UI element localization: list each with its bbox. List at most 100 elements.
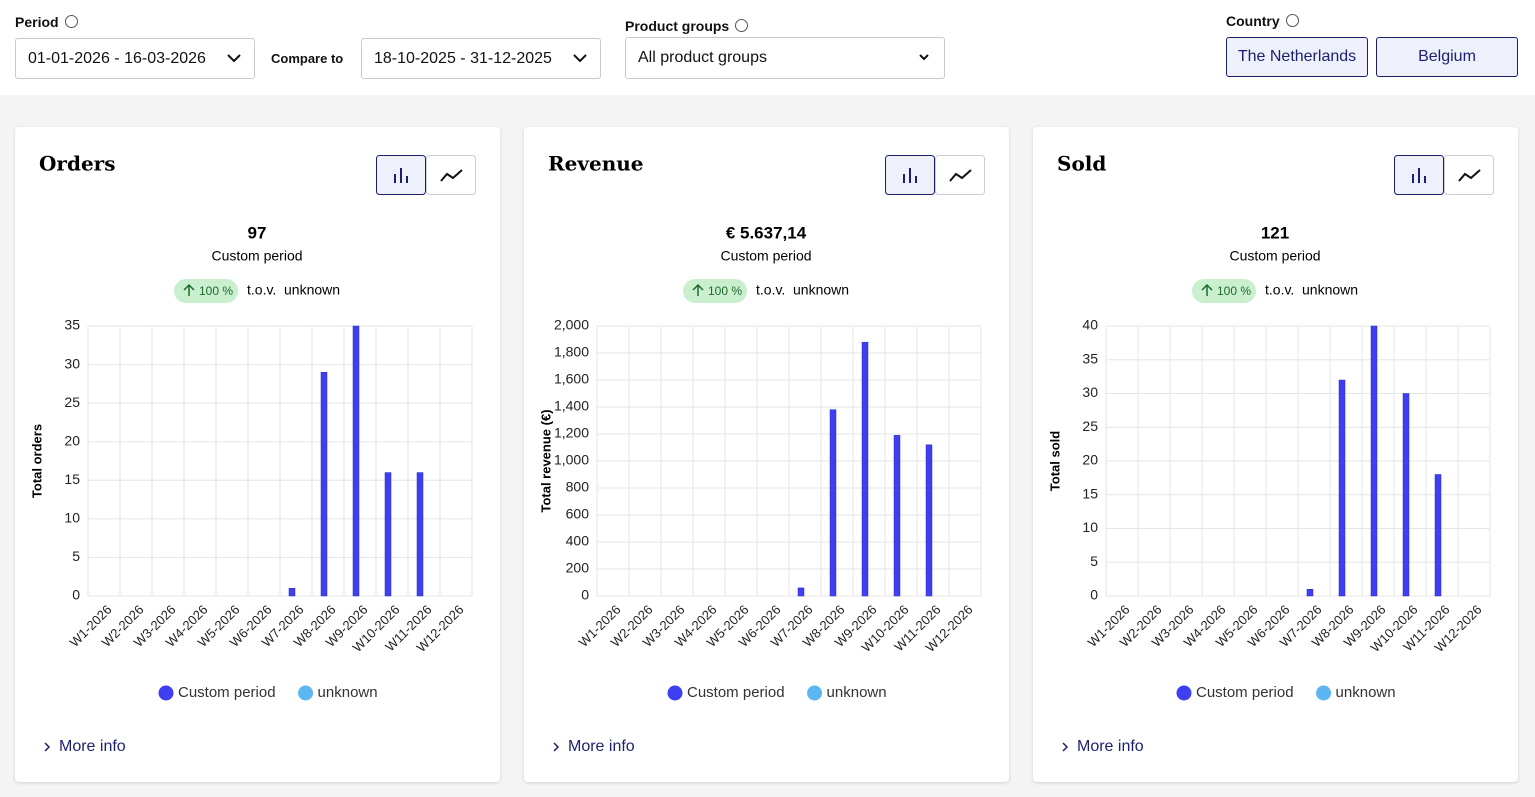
y-tick-label: 0: [1090, 587, 1098, 603]
card: Revenue € 5.637,14 Custom period 100 % t.o.v…: [524, 127, 1009, 782]
bar: [1370, 325, 1378, 597]
more-info-text: More info: [59, 738, 126, 755]
y-axis-title: Total sold: [1047, 431, 1062, 491]
y-tick-label: 600: [566, 506, 590, 522]
tov-text: t.o.v.: [756, 282, 785, 298]
y-tick-label: 1,800: [554, 344, 589, 360]
change-value: 100 %: [1217, 284, 1251, 298]
bar-toggle[interactable]: [376, 155, 426, 195]
compare-dropdown[interactable]: 18-10-2025 - 31-12-2025: [361, 38, 601, 79]
compare-value: 18-10-2025 - 31-12-2025: [374, 50, 552, 67]
bar: [1306, 589, 1314, 597]
y-tick-label: 35: [1082, 350, 1098, 366]
up-arrow: [692, 283, 704, 296]
y-tick-label: 0: [72, 587, 80, 603]
line-toggle[interactable]: [1444, 155, 1494, 195]
toggle-box: [1444, 155, 1494, 195]
filter-bar: Period 01-01-2026 - 16-03-2026 Compare t…: [0, 0, 1535, 95]
y-tick-label: 30: [64, 355, 80, 371]
bar: [893, 435, 901, 597]
period-dropdown[interactable]: 01-01-2026 - 16-03-2026: [15, 38, 255, 79]
bar: [416, 472, 424, 597]
product-groups-label: Product groups: [625, 18, 749, 34]
compare-label: Compare to: [271, 51, 344, 66]
card-canvas: Revenue € 5.637,14 Custom period 100 % t.o.v…: [538, 152, 985, 755]
bar: [288, 588, 296, 597]
period-label-text: Period: [15, 14, 59, 30]
more-info-text: More info: [1077, 738, 1144, 755]
y-tick-label: 30: [1082, 384, 1098, 400]
y-tick-label: 2,000: [554, 317, 589, 333]
y-tick-label: 10: [1082, 519, 1098, 535]
legend-swatch: [158, 685, 174, 701]
y-tick-label: 10: [64, 510, 80, 526]
bar: [1434, 474, 1442, 597]
change-value: 100 %: [708, 284, 742, 298]
total-value: € 5.637,14: [726, 223, 807, 242]
product-groups-dropdown[interactable]: All product groups: [625, 37, 945, 79]
toggle-icon: [394, 168, 408, 183]
legend-label: Custom period: [687, 684, 785, 701]
period-caption: Custom period: [1229, 248, 1320, 264]
more-info-link[interactable]: More info: [44, 738, 126, 755]
y-tick-label: 200: [566, 560, 590, 576]
period-caption: Custom period: [211, 248, 302, 264]
legend-label: unknown: [827, 684, 887, 701]
card-title: Orders: [39, 152, 115, 176]
tov-text: t.o.v.: [1265, 282, 1294, 298]
period-value: 01-01-2026 - 16-03-2026: [28, 50, 206, 67]
bar: [1402, 393, 1410, 597]
line-toggle[interactable]: [426, 155, 476, 195]
y-tick-label: 35: [64, 317, 80, 333]
y-tick-label: 20: [64, 432, 80, 448]
y-tick-label: 25: [64, 394, 80, 410]
bar: [861, 341, 869, 597]
country-label: Country: [1226, 13, 1299, 29]
bar: [384, 472, 392, 597]
product-groups-label-text: Product groups: [625, 18, 730, 34]
bar-toggle[interactable]: [1394, 155, 1444, 195]
up-arrow: [1201, 283, 1213, 296]
total-value: 121: [1261, 223, 1289, 242]
chevron: [553, 742, 560, 752]
more-info-text: More info: [568, 738, 635, 755]
y-axis-title: Total orders: [29, 424, 44, 498]
y-tick-label: 5: [72, 548, 80, 564]
y-tick-label: 5: [1090, 553, 1098, 569]
card: Sold 121 Custom period 100 % t.o.v. unknown 0 5…: [1033, 127, 1518, 782]
legend-label: unknown: [1336, 684, 1396, 701]
y-tick-label: 15: [64, 471, 80, 487]
bar: [829, 409, 837, 597]
y-tick-label: 0: [581, 587, 589, 603]
country-button[interactable]: Belgium: [1376, 37, 1518, 77]
country-button[interactable]: The Netherlands: [1226, 37, 1368, 77]
up-arrow: [183, 283, 195, 296]
y-tick-label: 15: [1082, 485, 1098, 501]
y-tick-label: 1,000: [554, 452, 589, 468]
y-tick-label: 1,200: [554, 425, 589, 441]
line-toggle[interactable]: [935, 155, 985, 195]
compare-name: unknown: [793, 282, 849, 298]
toggle-icon: [1458, 169, 1481, 182]
bar: [797, 587, 805, 597]
country-label-text: Country: [1226, 13, 1280, 29]
bar: [320, 372, 328, 597]
compare-name: unknown: [284, 282, 340, 298]
more-info-link[interactable]: More info: [1062, 738, 1144, 755]
period-caption: Custom period: [720, 248, 811, 264]
toggle-icon: [1412, 168, 1426, 183]
bar: [352, 325, 360, 597]
bar: [925, 444, 933, 597]
y-tick-label: 20: [1082, 452, 1098, 468]
tov-text: t.o.v.: [247, 282, 276, 298]
bar: [1338, 379, 1346, 597]
toggle-icon: [440, 169, 463, 182]
y-axis-title: Total revenue (€): [538, 409, 553, 512]
legend-swatch: [1316, 685, 1332, 701]
y-tick-label: 400: [566, 533, 590, 549]
more-info-link[interactable]: More info: [553, 738, 635, 755]
y-tick-label: 1,400: [554, 398, 589, 414]
bar-toggle[interactable]: [885, 155, 935, 195]
total-value: 97: [248, 223, 267, 242]
